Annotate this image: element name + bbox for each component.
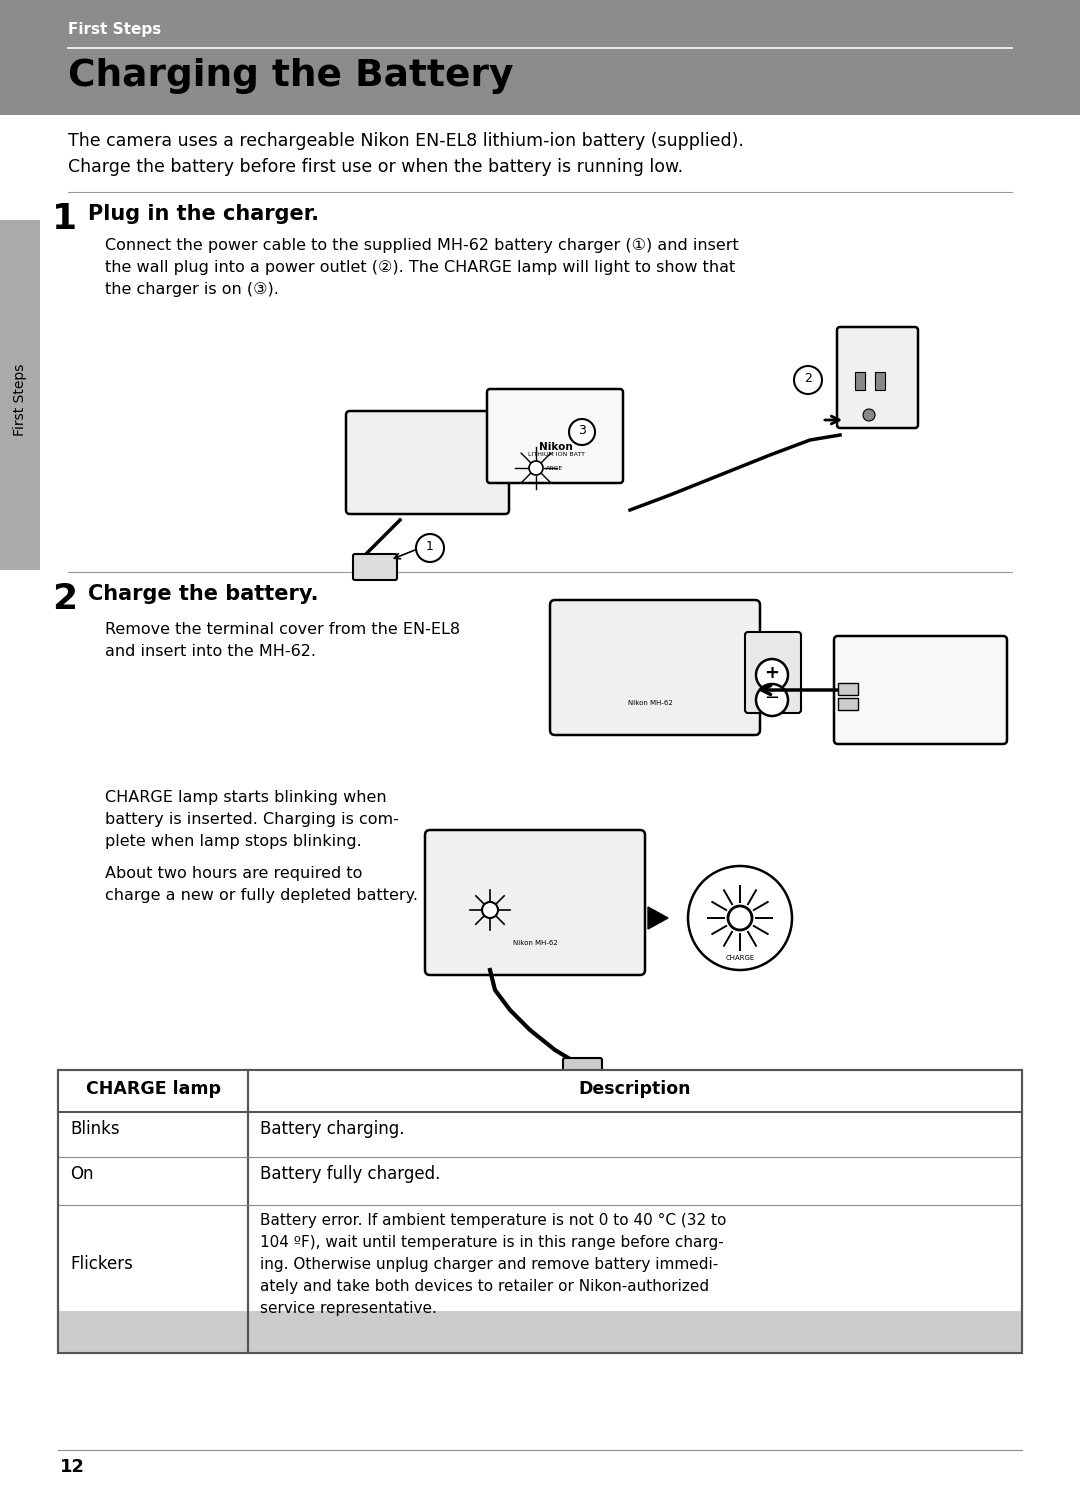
Text: 3: 3: [578, 424, 586, 437]
Text: Charge the battery.: Charge the battery.: [87, 584, 319, 603]
Text: ing. Otherwise unplug charger and remove battery immedi-: ing. Otherwise unplug charger and remove…: [260, 1257, 718, 1272]
Text: Charging the Battery: Charging the Battery: [68, 58, 513, 94]
FancyBboxPatch shape: [837, 327, 918, 428]
Text: Flickers: Flickers: [70, 1256, 133, 1274]
FancyBboxPatch shape: [346, 412, 509, 514]
Text: Battery error. If ambient temperature is not 0 to 40 °C (32 to: Battery error. If ambient temperature is…: [260, 1213, 727, 1227]
FancyBboxPatch shape: [550, 600, 760, 736]
FancyBboxPatch shape: [426, 831, 645, 975]
Text: and insert into the MH-62.: and insert into the MH-62.: [105, 643, 316, 658]
Text: Blinks: Blinks: [70, 1120, 120, 1138]
FancyBboxPatch shape: [745, 632, 801, 713]
Text: ARGE: ARGE: [546, 465, 564, 471]
Text: service representative.: service representative.: [260, 1302, 437, 1317]
Bar: [58, 1311, 1022, 1352]
Circle shape: [482, 902, 498, 918]
Text: CHARGE lamp: CHARGE lamp: [85, 1080, 220, 1098]
Text: The camera uses a rechargeable Nikon EN-EL8 lithium-ion battery (supplied).: The camera uses a rechargeable Nikon EN-…: [68, 132, 744, 150]
Text: Nikon MH-62: Nikon MH-62: [513, 941, 557, 947]
Text: plete when lamp stops blinking.: plete when lamp stops blinking.: [105, 834, 362, 849]
Text: 12: 12: [60, 1458, 85, 1476]
Bar: [838, 684, 858, 695]
Text: Battery charging.: Battery charging.: [260, 1120, 405, 1138]
Text: charge a new or fully depleted battery.: charge a new or fully depleted battery.: [105, 889, 418, 903]
Text: −: −: [765, 690, 780, 707]
Circle shape: [756, 684, 788, 716]
Bar: [855, 372, 865, 389]
FancyBboxPatch shape: [563, 1058, 602, 1080]
Bar: [0, 0, 1080, 114]
Text: Charge the battery before first use or when the battery is running low.: Charge the battery before first use or w…: [68, 158, 684, 175]
Text: CHARGE lamp starts blinking when: CHARGE lamp starts blinking when: [105, 791, 387, 805]
Circle shape: [529, 461, 543, 476]
Text: Battery fully charged.: Battery fully charged.: [260, 1165, 441, 1183]
Bar: [0, 220, 40, 571]
Text: On: On: [70, 1165, 94, 1183]
Text: 2: 2: [52, 583, 77, 617]
Text: the wall plug into a power outlet (②). The CHARGE lamp will light to show that: the wall plug into a power outlet (②). T…: [105, 260, 735, 275]
Text: +: +: [765, 664, 780, 682]
Bar: [58, 1070, 1022, 1352]
Text: First Steps: First Steps: [13, 364, 27, 437]
FancyBboxPatch shape: [353, 554, 397, 580]
Text: ately and take both devices to retailer or Nikon-authorized: ately and take both devices to retailer …: [260, 1279, 710, 1294]
Circle shape: [569, 419, 595, 444]
Text: 1: 1: [52, 202, 77, 236]
Text: 1: 1: [427, 539, 434, 553]
Text: Nikon MH-62: Nikon MH-62: [627, 700, 673, 706]
Text: 104 ºF), wait until temperature is in this range before charg-: 104 ºF), wait until temperature is in th…: [260, 1235, 724, 1250]
Circle shape: [794, 366, 822, 394]
Circle shape: [756, 658, 788, 691]
Text: Remove the terminal cover from the EN-EL8: Remove the terminal cover from the EN-EL…: [105, 623, 460, 637]
Text: CHARGE: CHARGE: [726, 955, 755, 961]
Bar: [875, 372, 885, 389]
Bar: [838, 698, 858, 710]
Circle shape: [688, 866, 792, 970]
Text: the charger is on (③).: the charger is on (③).: [105, 282, 279, 297]
Text: Nikon: Nikon: [539, 441, 572, 452]
Text: Description: Description: [579, 1080, 691, 1098]
FancyBboxPatch shape: [834, 636, 1007, 744]
Circle shape: [863, 409, 875, 421]
Text: battery is inserted. Charging is com-: battery is inserted. Charging is com-: [105, 811, 399, 828]
Polygon shape: [648, 906, 669, 929]
FancyBboxPatch shape: [487, 389, 623, 483]
Text: Plug in the charger.: Plug in the charger.: [87, 204, 319, 224]
Text: LITHIUM ION BATT: LITHIUM ION BATT: [527, 452, 584, 458]
Circle shape: [416, 533, 444, 562]
Circle shape: [728, 906, 752, 930]
Text: Connect the power cable to the supplied MH-62 battery charger (①) and insert: Connect the power cable to the supplied …: [105, 238, 739, 253]
Bar: [58, 1070, 1022, 1352]
Text: 2: 2: [805, 372, 812, 385]
Text: First Steps: First Steps: [68, 22, 161, 37]
Text: About two hours are required to: About two hours are required to: [105, 866, 363, 881]
